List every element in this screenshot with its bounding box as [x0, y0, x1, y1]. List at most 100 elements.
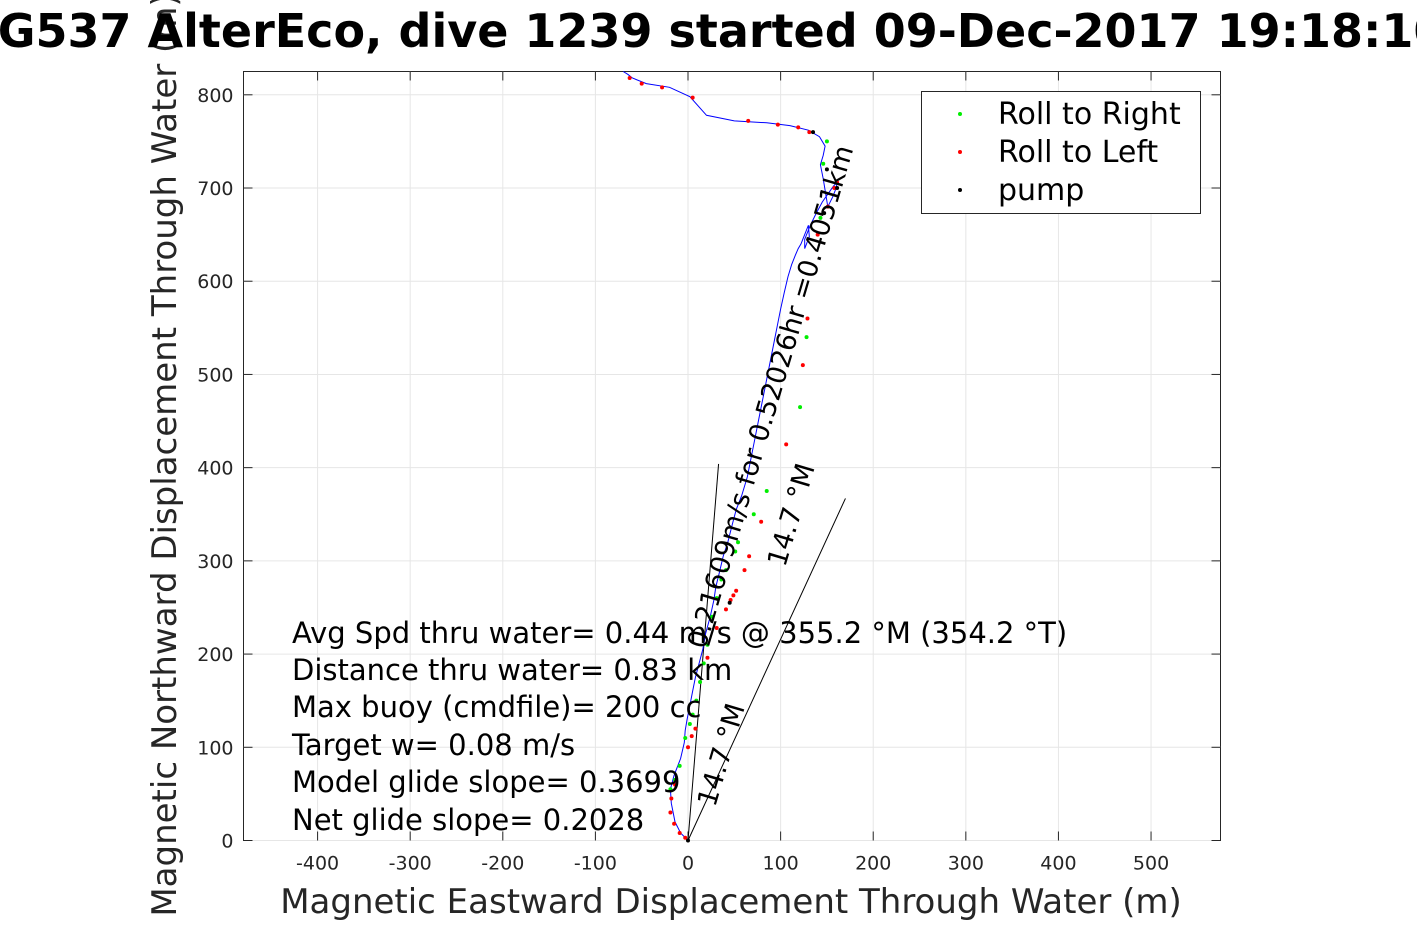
y-tick-label: 800 [197, 85, 233, 107]
annotation-model-glide: Model glide slope= 0.3699 [292, 765, 680, 799]
y-tick-label: 300 [197, 551, 233, 573]
roll-left-point [705, 655, 710, 660]
roll-left-point [815, 232, 820, 237]
roll-left-point [759, 519, 764, 524]
heading-line [687, 498, 846, 841]
roll-left-point [742, 568, 747, 573]
roll-right-point [677, 763, 682, 768]
annotation-max-buoy: Max buoy (cmdfile)= 200 cc [292, 690, 701, 724]
annotation-target-w: Target w= 0.08 m/s [291, 728, 575, 762]
roll-right-point [714, 596, 719, 601]
roll-left-point [690, 95, 695, 100]
x-axis-label: Magnetic Eastward Displacement Through W… [280, 882, 1182, 922]
roll-right-point [690, 712, 695, 717]
roll-left-point [800, 363, 805, 368]
roll-left-point [668, 810, 673, 815]
roll-right-point [683, 735, 688, 740]
roll-left-point [686, 745, 691, 750]
legend-box [921, 91, 1201, 214]
roll-right-point [705, 642, 710, 647]
marker-points [627, 76, 840, 843]
roll-left-point [689, 734, 694, 739]
pump-point [824, 167, 829, 172]
annotation-avg-speed: Avg Spd thru water= 0.44 m/s @ 355.2 °M … [292, 616, 1067, 650]
roll-right-point [723, 568, 728, 573]
x-tick-label: 500 [1133, 853, 1169, 875]
annotation-block: Avg Spd thru water= 0.44 m/s @ 355.2 °M … [291, 616, 1067, 837]
roll-right-point [824, 139, 829, 144]
annotation-distance: Distance thru water= 0.83 km [292, 653, 732, 687]
roll-right-point [736, 540, 741, 545]
roll-right-point [764, 488, 769, 493]
roll-left-point [746, 118, 751, 123]
heading-line [687, 463, 720, 841]
roll-left-point [723, 607, 728, 612]
pump-point [686, 838, 691, 843]
roll-left-point [835, 180, 840, 185]
roll-left-point [683, 835, 688, 840]
y-tick-label: 500 [197, 364, 233, 386]
roll-left-point [693, 726, 698, 731]
roll-right-point [668, 787, 673, 792]
roll-left-point [639, 81, 644, 86]
roll-left-point [805, 316, 810, 321]
roll-right-point [701, 661, 706, 666]
x-tick-label: 0 [682, 853, 694, 875]
roll-left-point [784, 442, 789, 447]
roll-right-point [687, 721, 692, 726]
y-axis-label: Magnetic Northward Displacement Through … [145, 0, 185, 917]
roll-left-point [832, 186, 837, 191]
x-tick-label: -300 [389, 853, 432, 875]
roll-right-point [798, 405, 803, 410]
pump-point [811, 130, 816, 135]
roll-right-point [719, 577, 724, 582]
roll-left-point [731, 593, 736, 598]
pump-point [835, 186, 840, 191]
roll-right-point [733, 549, 738, 554]
y-tick-label: 700 [197, 178, 233, 200]
x-tick-label: -100 [574, 853, 617, 875]
track-line [622, 71, 838, 841]
y-tick-label: 600 [197, 271, 233, 293]
roll-right-point [818, 215, 823, 220]
roll-left-point [734, 588, 739, 593]
pump-point [822, 211, 827, 216]
roll-right-point [751, 512, 756, 517]
roll-right-point [710, 614, 715, 619]
x-tick-label: -200 [481, 853, 524, 875]
chart-title: SG537 AlterEco, dive 1239 started 09-Dec… [0, 4, 1417, 58]
roll-right-point [698, 680, 703, 685]
y-tick-label: 0 [221, 831, 233, 853]
legend-label-pump: pump [998, 173, 1084, 208]
roll-right-point [804, 335, 809, 340]
x-tick-label: 400 [1040, 853, 1076, 875]
x-tick-label: 100 [762, 853, 798, 875]
roll-left-point [807, 130, 812, 135]
roll-left-point [673, 782, 678, 787]
roll-left-point [714, 625, 719, 630]
roll-left-point [660, 85, 665, 90]
roll-right-point [673, 777, 678, 782]
roll-left-point [677, 831, 682, 836]
axis-ticks: -400 -300 -200 -100 0 100 200 300 400 500 0 100 200 3… [197, 71, 1221, 875]
roll-left-point [747, 554, 752, 559]
legend-label-roll-left: Roll to Left [998, 135, 1158, 170]
annotation-net-glide: Net glide slope= 0.2028 [292, 803, 644, 837]
legend-marker-pump [958, 188, 962, 192]
x-tick-label: 300 [948, 853, 984, 875]
roll-right-point [821, 161, 826, 166]
roll-left-point [825, 204, 830, 209]
y-tick-label: 400 [197, 458, 233, 480]
roll-left-point [775, 122, 780, 127]
legend-label-roll-right: Roll to Right [998, 97, 1181, 132]
y-tick-label: 100 [197, 737, 233, 759]
roll-left-point [627, 76, 632, 81]
legend-marker-roll-right [958, 112, 962, 116]
heading-lines [687, 463, 846, 841]
roll-left-point [672, 821, 677, 826]
x-tick-label: -400 [296, 853, 339, 875]
legend-marker-roll-left [958, 150, 962, 154]
roll-left-point [796, 125, 801, 130]
x-tick-label: 200 [855, 853, 891, 875]
